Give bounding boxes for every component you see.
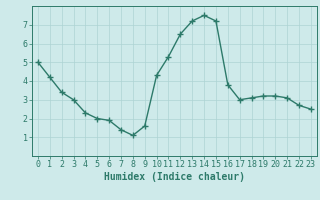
X-axis label: Humidex (Indice chaleur): Humidex (Indice chaleur) xyxy=(104,172,245,182)
